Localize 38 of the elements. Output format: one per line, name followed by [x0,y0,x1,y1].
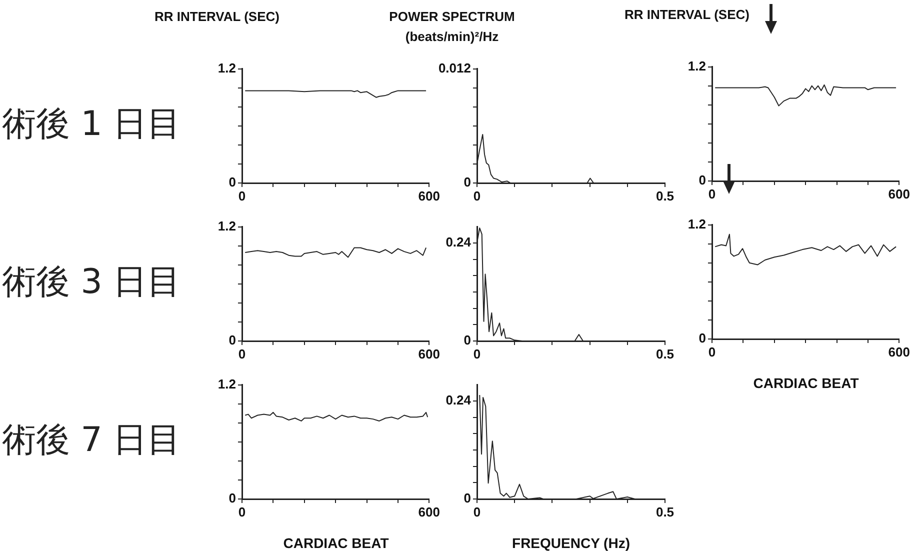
y-axis-title: RR INTERVAL (SEC) [154,8,280,26]
x-tick-label: 0.5 [656,346,674,362]
x-axis-title: FREQUENCY (Hz) [511,535,631,551]
y-tick-label: 1.2 [218,60,236,76]
y-tick-label: 0 [228,174,236,190]
y-tick-label: 1.2 [218,218,236,234]
y-tick-label: 0 [698,172,706,188]
x-tick-label: 0 [708,186,716,202]
y-tick-label: 1.2 [688,58,706,74]
x-tick-label: 0.5 [656,188,674,204]
y-tick-label: 0 [464,332,471,348]
y-tick-label: 0 [228,332,236,348]
x-tick-label: 600 [418,188,440,204]
y-axis-title: POWER SPECTRUM (beats/min)²/Hz [388,8,516,46]
x-tick-label: 0 [708,344,716,360]
x-tick-label: 0 [238,346,246,362]
x-tick-label: 600 [418,346,440,362]
y-tick-label: 0.24 [446,234,472,250]
x-tick-label: 600 [888,344,910,360]
y-tick-label: 0.24 [446,392,472,408]
x-axis-title: CARDIAC BEAT [282,535,390,551]
x-tick-label: 0 [238,188,246,204]
text: 術後 1 日目 [2,103,182,146]
y-tick-label: 0 [698,330,706,346]
y-tick-label: 0 [228,490,236,506]
x-tick-label: 0.5 [656,504,674,520]
text: 術後 7 日目 [2,419,182,462]
x-tick-label: 600 [418,504,440,520]
x-tick-label: 0 [238,504,246,520]
y-tick-label: 0 [464,490,471,506]
x-axis-title: CARDIAC BEAT [752,375,860,391]
text: 術後 3 日目 [2,261,182,304]
y-tick-label: 0 [464,174,471,190]
y-tick-label: 0.012 [438,60,471,76]
y-tick-label: 1.2 [218,376,236,392]
x-tick-label: 600 [888,186,910,202]
y-tick-label: 1.2 [688,216,706,232]
y-axis-title: RR INTERVAL (SEC) [624,6,750,24]
